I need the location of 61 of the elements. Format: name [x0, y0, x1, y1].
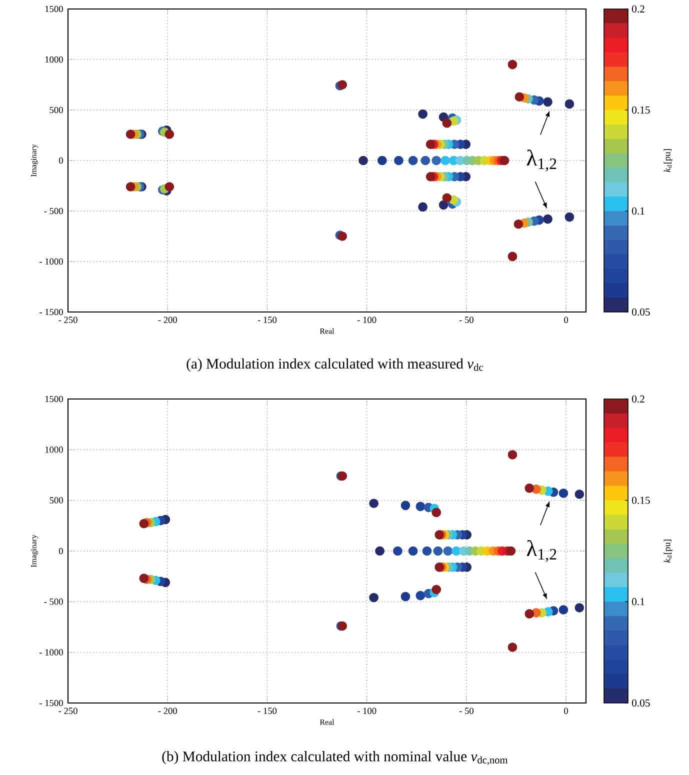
- x-tick-label: - 200: [158, 316, 177, 323]
- x-tick-label: 0: [564, 708, 568, 714]
- x-tick-label: - 50: [459, 316, 474, 323]
- x-tick-label: - 150: [258, 708, 277, 714]
- x-tick-label: - 200: [158, 708, 177, 714]
- y-tick-label: 0: [58, 548, 63, 554]
- y-tick-label: - 1500: [40, 700, 63, 706]
- point: [440, 156, 450, 166]
- point: [393, 546, 402, 556]
- point: [508, 60, 518, 70]
- point: [408, 156, 418, 166]
- y-axis-title: Imaginary: [30, 144, 38, 177]
- y-axis-title: Imaginary: [30, 534, 38, 568]
- x-tick-label: 0: [564, 316, 568, 323]
- y-tick-label: 0: [58, 157, 63, 164]
- color-bar-title: k$_{d}$[pu]: [664, 540, 672, 563]
- color-bar-label: 0.15: [632, 496, 650, 504]
- annotation: λ$_{1,2}$: [526, 540, 556, 562]
- point: [508, 642, 518, 652]
- point: [418, 109, 428, 119]
- color-bar-label: 0.1: [632, 598, 644, 606]
- y-tick-label: 1500: [45, 6, 63, 12]
- x-tick-label: - 50: [459, 708, 474, 714]
- text: (a) Modulation index calculated with measured v$_{dc}$: [186, 358, 483, 372]
- x-tick-label: - 250: [58, 708, 78, 714]
- x-tick-label: - 100: [357, 316, 376, 323]
- point: [508, 450, 518, 460]
- text: (b) Modulation index calculated with nominal value v$_{dc,nom}$: [162, 751, 508, 765]
- color-bar-label: 0.05: [632, 308, 650, 316]
- y-tick-label: 500: [50, 497, 63, 504]
- y-tick-label: 1000: [45, 56, 63, 63]
- point: [564, 212, 574, 222]
- y-tick-label: - 500: [44, 208, 63, 214]
- y-tick-label: - 1500: [40, 308, 63, 316]
- point: [508, 252, 518, 262]
- y-tick-label: 500: [50, 106, 63, 114]
- point: [543, 97, 552, 107]
- point: [378, 156, 387, 166]
- point: [438, 200, 448, 210]
- color-bar-label: 0.2: [632, 5, 644, 13]
- color-bar-label: 0.1: [632, 207, 644, 215]
- point: [543, 214, 552, 224]
- y-tick-label: 1500: [45, 396, 63, 402]
- x-tick-label: - 150: [258, 316, 277, 323]
- y-tick-label: - 1000: [40, 649, 63, 656]
- x-tick-label: - 100: [357, 708, 376, 714]
- x-axis-title: Real: [320, 328, 334, 334]
- point: [422, 546, 432, 556]
- x-axis-title: Real: [320, 719, 334, 725]
- x-tick-label: - 250: [58, 316, 78, 323]
- y-tick-label: - 1000: [40, 258, 63, 265]
- annotation: λ$_{1,2}$: [526, 150, 556, 172]
- y-tick-label: 1000: [45, 446, 63, 453]
- color-bar-label: 0.05: [632, 699, 650, 707]
- point: [408, 546, 418, 556]
- point: [564, 99, 574, 109]
- color-bar-label: 0.2: [632, 395, 644, 403]
- color-bar-title: k$_{d}$[pu]: [664, 149, 672, 172]
- y-tick-label: - 500: [44, 598, 63, 605]
- color-bar-label: 0.15: [632, 106, 650, 114]
- point: [418, 202, 428, 212]
